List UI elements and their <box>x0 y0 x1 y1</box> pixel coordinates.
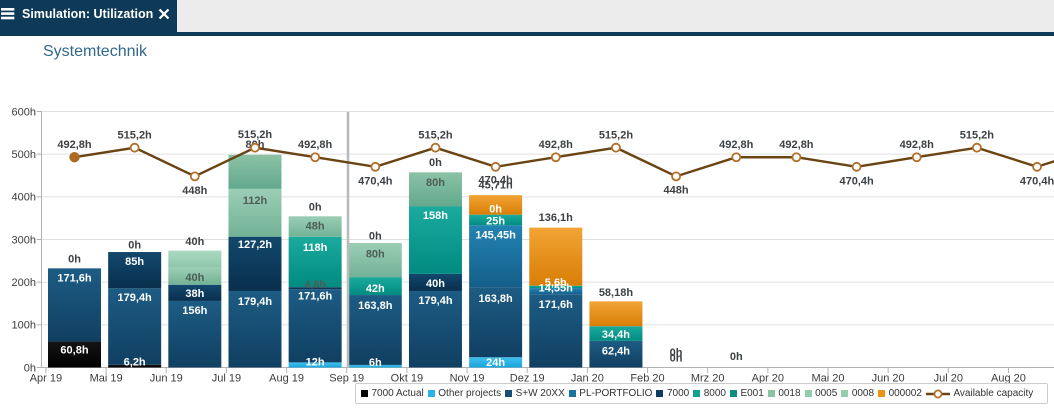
svg-text:45,71h: 45,71h <box>478 179 513 191</box>
svg-text:158h: 158h <box>423 210 448 222</box>
svg-text:0h: 0h <box>730 351 743 363</box>
svg-text:470,4h: 470,4h <box>1020 175 1054 187</box>
svg-text:100h: 100h <box>12 320 36 332</box>
svg-text:Apr 20: Apr 20 <box>752 373 784 385</box>
svg-text:171,6h: 171,6h <box>298 290 333 302</box>
svg-text:24h: 24h <box>486 357 505 369</box>
svg-text:179,4h: 179,4h <box>418 295 453 307</box>
svg-text:Mai 20: Mai 20 <box>811 373 844 385</box>
svg-text:38h: 38h <box>185 288 204 300</box>
svg-text:492,8h: 492,8h <box>900 139 935 151</box>
svg-text:Sep 19: Sep 19 <box>329 373 364 385</box>
svg-text:171,6h: 171,6h <box>57 272 92 284</box>
svg-text:Jan 20: Jan 20 <box>571 373 604 385</box>
svg-text:492,8h: 492,8h <box>539 139 574 151</box>
svg-text:171,6h: 171,6h <box>539 299 574 311</box>
svg-text:0h: 0h <box>670 352 683 364</box>
svg-text:492,8h: 492,8h <box>719 139 754 151</box>
svg-text:Jun 20: Jun 20 <box>872 373 905 385</box>
svg-text:179,4h: 179,4h <box>118 292 153 304</box>
svg-text:42h: 42h <box>366 283 385 295</box>
svg-text:0h: 0h <box>369 230 382 242</box>
svg-text:14,55h: 14,55h <box>539 282 574 294</box>
svg-text:492,8h: 492,8h <box>779 139 814 151</box>
svg-text:118h: 118h <box>303 242 328 254</box>
svg-text:400h: 400h <box>12 192 36 204</box>
svg-text:48h: 48h <box>306 220 325 232</box>
svg-text:0h: 0h <box>670 347 683 359</box>
svg-text:85h: 85h <box>125 256 144 268</box>
svg-text:62,4h: 62,4h <box>602 345 630 357</box>
svg-text:Jun 19: Jun 19 <box>150 373 183 385</box>
svg-text:6h: 6h <box>369 357 382 369</box>
svg-text:12h: 12h <box>306 356 325 368</box>
svg-text:163,8h: 163,8h <box>358 300 393 312</box>
svg-text:40h: 40h <box>426 278 445 290</box>
svg-text:80h: 80h <box>426 177 445 189</box>
svg-text:4,8h: 4,8h <box>304 279 326 291</box>
svg-text:25h: 25h <box>486 215 505 227</box>
svg-text:Mrz 20: Mrz 20 <box>691 373 725 385</box>
svg-text:Okt 19: Okt 19 <box>391 373 423 385</box>
svg-text:136,1h: 136,1h <box>539 212 574 224</box>
svg-text:6,2h: 6,2h <box>124 356 146 368</box>
svg-text:470,4h: 470,4h <box>358 175 393 187</box>
svg-text:5,6h: 5,6h <box>545 277 567 289</box>
svg-text:0h: 0h <box>489 203 502 215</box>
svg-text:300h: 300h <box>12 234 36 246</box>
svg-text:40h: 40h <box>185 236 204 248</box>
svg-text:0h: 0h <box>309 201 322 213</box>
svg-text:156h: 156h <box>182 305 207 317</box>
svg-text:127,2h: 127,2h <box>238 239 273 251</box>
svg-text:60,8h: 60,8h <box>60 344 88 356</box>
svg-text:179,4h: 179,4h <box>238 296 273 308</box>
svg-text:515,2h: 515,2h <box>418 129 453 141</box>
svg-text:Aug 20: Aug 20 <box>991 373 1026 385</box>
svg-text:Dez 19: Dez 19 <box>510 373 545 385</box>
svg-text:0h: 0h <box>24 362 36 374</box>
svg-text:Nov 19: Nov 19 <box>450 373 485 385</box>
svg-text:Feb 20: Feb 20 <box>630 373 664 385</box>
svg-text:Jul 20: Jul 20 <box>934 373 963 385</box>
svg-text:515,2h: 515,2h <box>118 129 153 141</box>
svg-text:Apr 19: Apr 19 <box>30 373 62 385</box>
svg-text:80h: 80h <box>366 248 385 260</box>
svg-text:Jul 19: Jul 19 <box>212 373 241 385</box>
svg-text:515,2h: 515,2h <box>599 129 634 141</box>
svg-text:40h: 40h <box>185 272 204 284</box>
svg-text:58,18h: 58,18h <box>599 287 634 299</box>
svg-text:492,8h: 492,8h <box>298 139 333 151</box>
svg-text:515,2h: 515,2h <box>238 129 273 141</box>
svg-text:Aug 19: Aug 19 <box>269 373 304 385</box>
svg-text:200h: 200h <box>12 277 36 289</box>
svg-text:515,2h: 515,2h <box>960 129 995 141</box>
svg-text:448h: 448h <box>664 184 689 196</box>
svg-text:0h: 0h <box>429 157 442 169</box>
svg-text:0h: 0h <box>68 253 81 265</box>
svg-text:112h: 112h <box>243 195 268 207</box>
svg-text:492,8h: 492,8h <box>57 139 92 151</box>
svg-text:Mai 19: Mai 19 <box>90 373 123 385</box>
svg-text:500h: 500h <box>12 149 36 161</box>
svg-text:470,4h: 470,4h <box>478 174 513 186</box>
svg-text:0h: 0h <box>128 239 141 251</box>
svg-text:145,45h: 145,45h <box>475 229 516 241</box>
svg-text:34,4h: 34,4h <box>602 329 630 341</box>
svg-text:600h: 600h <box>12 106 36 118</box>
svg-text:470,4h: 470,4h <box>839 175 874 187</box>
svg-text:448h: 448h <box>182 185 207 197</box>
svg-text:163,8h: 163,8h <box>478 293 513 305</box>
